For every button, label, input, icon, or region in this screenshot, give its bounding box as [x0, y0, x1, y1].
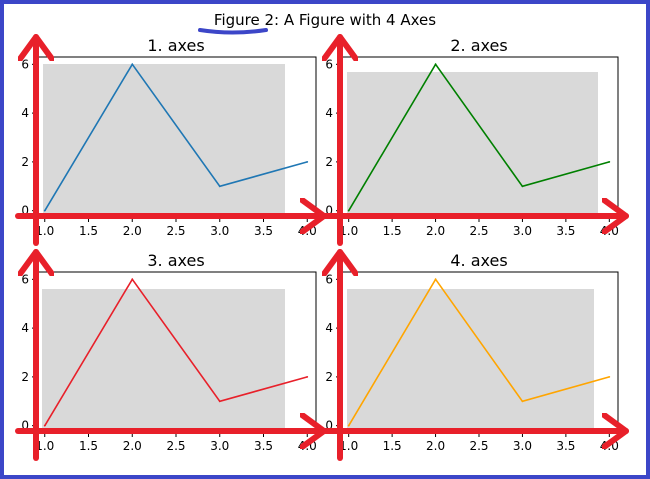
y-tick-label: 2 [21, 370, 29, 384]
data-point [347, 424, 350, 427]
highlight-region [347, 72, 598, 214]
x-tick-label: 3.0 [513, 439, 532, 453]
x-tick-label: 2.0 [123, 224, 142, 238]
y-tick-label: 6 [325, 57, 333, 71]
x-tick-label: 3.0 [513, 224, 532, 238]
y-tick-label: 0 [21, 204, 29, 218]
subplot-4: 4. axes 1.0 1.5 2.0 2.5 3.0 3.5 4.0 0 2 4 6 [319, 249, 629, 461]
x-tick-label: 3.0 [210, 224, 229, 238]
y-tick-label: 6 [21, 57, 29, 71]
y-tick-label: 6 [325, 272, 333, 286]
data-point [347, 209, 350, 212]
data-point [43, 424, 46, 427]
x-tick-label: 1.0 [35, 439, 54, 453]
x-tick-label: 3.5 [556, 224, 575, 238]
y-tick-label: 0 [325, 419, 333, 433]
x-tick-label: 2.0 [123, 439, 142, 453]
x-tick-label: 3.0 [210, 439, 229, 453]
y-tick-label: 4 [21, 106, 29, 120]
x-tick-label: 2.5 [166, 439, 185, 453]
y-tick-label: 2 [325, 155, 333, 169]
x-tick-label: 1.5 [79, 439, 98, 453]
axes-title: 2. axes [450, 36, 507, 55]
axes-title: 3. axes [147, 251, 204, 270]
y-tick-label: 2 [21, 155, 29, 169]
data-point [434, 63, 437, 66]
data-point [306, 160, 309, 163]
x-tick-label: 4.0 [298, 224, 317, 238]
x-tick-label: 2.5 [469, 439, 488, 453]
axes-title: 1. axes [147, 36, 204, 55]
x-tick-label: 2.0 [426, 224, 445, 238]
x-tick-label: 1.0 [35, 224, 54, 238]
subplot-grid: 1. axes 1.0 1.5 2.0 2.5 3.0 3.5 4.0 0 2 4 6 2. axes 1… [15, 34, 629, 461]
data-point [218, 400, 221, 403]
data-point [434, 278, 437, 281]
highlight-region [43, 64, 285, 214]
y-tick-label: 6 [21, 272, 29, 286]
x-tick-label: 2.5 [166, 224, 185, 238]
subplot-1: 1. axes 1.0 1.5 2.0 2.5 3.0 3.5 4.0 0 2 4 6 [15, 34, 327, 246]
highlight-region [42, 289, 285, 431]
data-point [218, 185, 221, 188]
x-tick-label: 1.5 [383, 439, 402, 453]
x-tick-label: 1.5 [383, 224, 402, 238]
y-tick-label: 4 [325, 321, 333, 335]
x-tick-label: 2.5 [469, 224, 488, 238]
data-point [608, 375, 611, 378]
series-line [348, 62, 610, 212]
data-point [306, 375, 309, 378]
data-point [131, 278, 134, 281]
figure-title-rest: : A Figure with 4 Axes [274, 11, 436, 29]
x-tick-label: 4.0 [600, 439, 619, 453]
highlight-region [347, 289, 594, 431]
x-tick-label: 3.5 [254, 224, 273, 238]
data-point [43, 209, 46, 212]
x-tick-label: 3.5 [254, 439, 273, 453]
y-tick-label: 2 [325, 370, 333, 384]
y-tick-label: 0 [21, 419, 29, 433]
data-point [131, 63, 134, 66]
subplot-3: 3. axes 1.0 1.5 2.0 2.5 3.0 3.5 4.0 0 2 4 6 [15, 249, 327, 461]
figure-title: Figure 2: A Figure with 4 Axes [214, 11, 436, 29]
x-tick-label: 2.0 [426, 439, 445, 453]
figure-title-prefix: Figure 2 [214, 11, 274, 29]
x-tick-label: 4.0 [298, 439, 317, 453]
series-line [44, 62, 308, 212]
y-tick-label: 0 [325, 204, 333, 218]
subplot-2: 2. axes 1.0 1.5 2.0 2.5 3.0 3.5 4.0 0 2 4 6 [319, 34, 629, 246]
x-tick-label: 1.0 [339, 224, 358, 238]
x-tick-label: 4.0 [600, 224, 619, 238]
y-tick-label: 4 [21, 321, 29, 335]
series-line [348, 277, 610, 427]
x-tick-label: 1.5 [79, 224, 98, 238]
data-point [608, 160, 611, 163]
x-tick-label: 3.5 [556, 439, 575, 453]
series-line [44, 277, 308, 427]
axes-title: 4. axes [450, 251, 507, 270]
x-tick-label: 1.0 [339, 439, 358, 453]
data-point [521, 400, 524, 403]
title-underline [198, 28, 268, 35]
y-tick-label: 4 [325, 106, 333, 120]
data-point [521, 185, 524, 188]
